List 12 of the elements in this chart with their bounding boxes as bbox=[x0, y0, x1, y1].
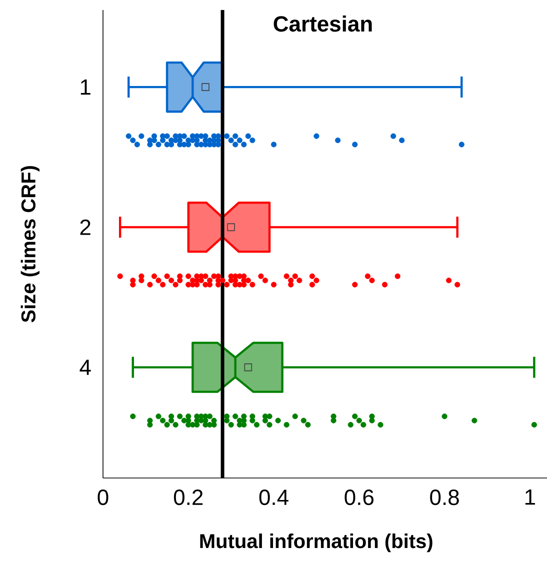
y-tick-label: 1 bbox=[80, 80, 90, 95]
chart-title: Cartesian bbox=[274, 16, 372, 32]
y-axis-title: Size (times CRF) bbox=[20, 166, 40, 322]
y-tick-label: 2 bbox=[80, 220, 90, 235]
x-tick-label: 1 bbox=[525, 490, 535, 505]
x-tick-label: 0.8 bbox=[430, 490, 459, 506]
x-axis-title: Mutual information (bits) bbox=[200, 534, 432, 552]
x-tick-label: 0.4 bbox=[259, 490, 288, 506]
x-tick-label: 0.6 bbox=[344, 490, 374, 506]
x-tick-label: 0.2 bbox=[174, 490, 203, 506]
x-tick-label: 0 bbox=[98, 490, 108, 506]
y-tick-label: 4 bbox=[80, 360, 91, 375]
